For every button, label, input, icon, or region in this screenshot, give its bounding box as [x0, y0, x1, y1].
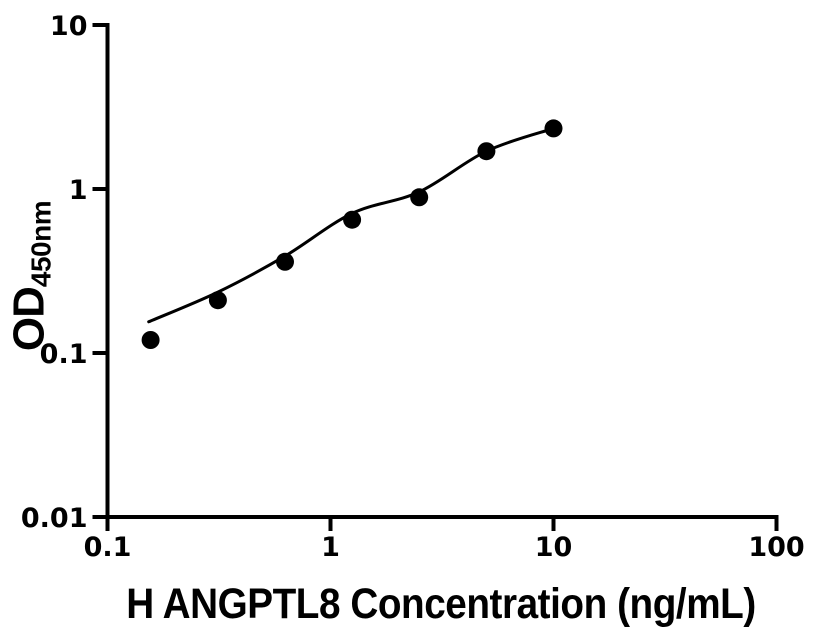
x-axis-label-text: H ANGPTL8 Concentration (ng/mL)	[126, 580, 756, 628]
data-point-5	[410, 188, 429, 207]
x-tick-label-0.1: 0.1	[84, 532, 132, 563]
data-point-4	[343, 210, 362, 229]
y-axis-label: OD450nm	[5, 201, 58, 351]
x-axis-label: H ANGPTL8 Concentration (ng/mL)	[91, 580, 791, 629]
data-point-3	[276, 252, 294, 271]
data-point-7	[544, 119, 563, 138]
y-tick-label-10: 10	[50, 11, 88, 42]
x-tick-label-1: 1	[321, 532, 340, 563]
y-tick-label-0.01: 0.01	[21, 503, 88, 534]
data-point-6	[477, 142, 496, 161]
data-point-2	[208, 291, 227, 310]
x-tick-label-100: 100	[748, 532, 804, 563]
y-tick-label-1: 1	[69, 175, 88, 206]
data-point-1	[141, 331, 160, 349]
y-axis-label-subscript: 450nm	[25, 200, 57, 288]
x-tick-label-10: 10	[535, 532, 573, 563]
y-axis-label-main: OD	[4, 287, 54, 352]
y-tick-label-0.1: 0.1	[40, 339, 88, 370]
